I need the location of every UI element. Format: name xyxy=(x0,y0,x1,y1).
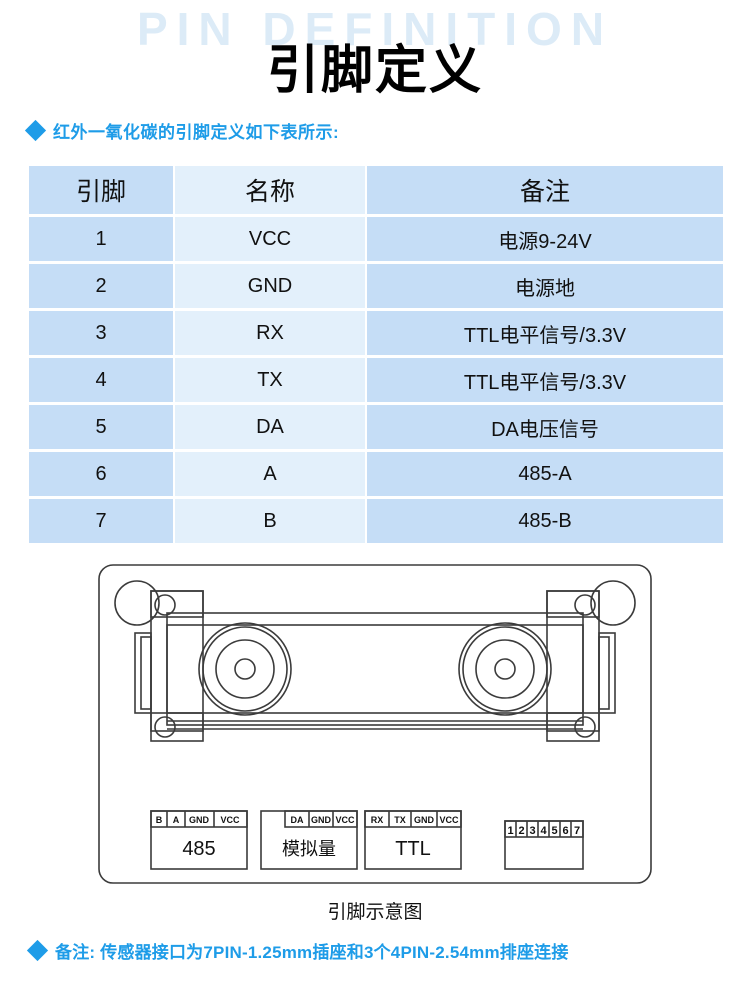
cell-pin: 5 xyxy=(29,405,173,449)
header-pin-7: 7 xyxy=(574,825,580,837)
cell-pin: 4 xyxy=(29,358,173,402)
cell-name: RX xyxy=(175,311,365,355)
header-pin-2: 2 xyxy=(518,825,524,837)
pin-label-a: A xyxy=(173,815,180,825)
pcb-diagram: B A GND VCC 485 DA GND VCC 模拟量 xyxy=(97,563,653,885)
cell-note: 485-A xyxy=(367,452,723,496)
pin-label-gnd: GND xyxy=(414,815,435,825)
mounting-hole-top-left xyxy=(114,580,160,626)
pin-label-tx: TX xyxy=(394,815,406,825)
connector-7pin-header: 1 2 3 4 5 6 7 xyxy=(504,820,584,870)
cell-note: 485-B xyxy=(367,499,723,543)
header-pin-3: 3 xyxy=(529,825,535,837)
intro-line: 红外一氧化碳的引脚定义如下表所示: xyxy=(24,118,340,143)
connector-analog: DA GND VCC 模拟量 xyxy=(260,810,358,870)
table-row: 6 A 485-A xyxy=(29,452,723,496)
cell-pin: 1 xyxy=(29,217,173,261)
mounting-hole-top-right xyxy=(590,580,636,626)
pin-label-rx: RX xyxy=(371,815,384,825)
column-header-note: 备注 xyxy=(367,166,723,214)
cell-pin: 2 xyxy=(29,264,173,308)
cell-note: TTL电平信号/3.3V xyxy=(367,358,723,402)
header-pin-4: 4 xyxy=(540,825,547,837)
table-row: 2 GND 电源地 xyxy=(29,264,723,308)
note-line: 备注: 传感器接口为7PIN-1.25mm插座和3个4PIN-2.54mm排座连… xyxy=(26,938,569,963)
cell-name: GND xyxy=(175,264,365,308)
header-pin-1: 1 xyxy=(507,825,513,837)
cell-pin: 7 xyxy=(29,499,173,543)
table-row: 5 DA DA电压信号 xyxy=(29,405,723,449)
header-pin-6: 6 xyxy=(562,825,568,837)
left-bracket xyxy=(134,590,204,742)
diamond-icon xyxy=(24,119,47,142)
connector-485: B A GND VCC 485 xyxy=(150,810,248,870)
pin-label-b: B xyxy=(156,815,163,825)
connector-label-analog: 模拟量 xyxy=(282,839,336,859)
table-row: 7 B 485-B xyxy=(29,499,723,543)
cell-note: 电源9-24V xyxy=(367,217,723,261)
pin-label-gnd: GND xyxy=(311,815,332,825)
board-outline xyxy=(98,564,652,884)
header-pin-5: 5 xyxy=(551,825,557,837)
connector-label-ttl: TTL xyxy=(395,838,431,860)
pin-label-vcc: VCC xyxy=(335,815,355,825)
cell-pin: 6 xyxy=(29,452,173,496)
pin-label-vcc: VCC xyxy=(439,815,459,825)
column-header-pin: 引脚 xyxy=(29,166,173,214)
sensor-body-inner xyxy=(166,624,584,714)
diagram-caption: 引脚示意图 xyxy=(327,902,423,923)
connector-label-485: 485 xyxy=(182,838,215,860)
optical-element-right xyxy=(458,622,552,716)
table-header-row: 引脚 名称 备注 xyxy=(29,166,723,214)
pin-definition-table: 引脚 名称 备注 1 VCC 电源9-24V 2 GND 电源地 3 RX TT… xyxy=(27,163,725,546)
table-row: 1 VCC 电源9-24V xyxy=(29,217,723,261)
cell-pin: 3 xyxy=(29,311,173,355)
cell-name: TX xyxy=(175,358,365,402)
pin-label-da: DA xyxy=(291,815,304,825)
column-header-name: 名称 xyxy=(175,166,365,214)
cell-name: VCC xyxy=(175,217,365,261)
diamond-icon xyxy=(26,939,49,962)
cell-name: B xyxy=(175,499,365,543)
cell-note: 电源地 xyxy=(367,264,723,308)
page-title: 引脚定义 xyxy=(266,42,483,100)
connector-ttl: RX TX GND VCC TTL xyxy=(364,810,462,870)
cell-note: TTL电平信号/3.3V xyxy=(367,311,723,355)
table-row: 4 TX TTL电平信号/3.3V xyxy=(29,358,723,402)
table-row: 3 RX TTL电平信号/3.3V xyxy=(29,311,723,355)
cell-name: A xyxy=(175,452,365,496)
pin-label-vcc: VCC xyxy=(220,815,240,825)
cell-note: DA电压信号 xyxy=(367,405,723,449)
watermark-text: PIN DEFINITION xyxy=(136,3,614,55)
optical-element-left xyxy=(198,622,292,716)
cell-name: DA xyxy=(175,405,365,449)
intro-text: 红外一氧化碳的引脚定义如下表所示: xyxy=(53,123,340,142)
pin-label-gnd: GND xyxy=(189,815,210,825)
note-text: 备注: 传感器接口为7PIN-1.25mm插座和3个4PIN-2.54mm排座连… xyxy=(55,943,569,962)
